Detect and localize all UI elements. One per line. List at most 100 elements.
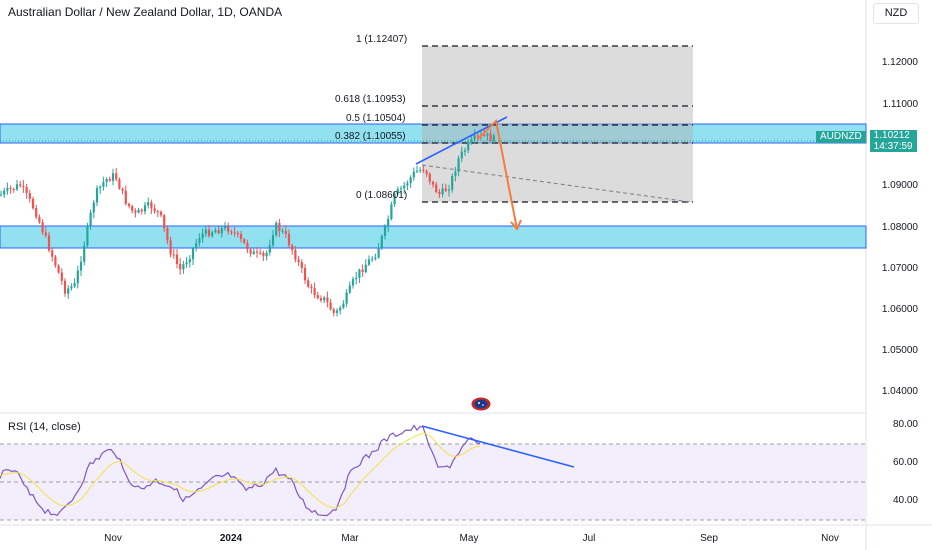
candle-body bbox=[22, 185, 25, 188]
candle-body bbox=[428, 173, 431, 182]
candle-body bbox=[275, 222, 278, 236]
rsi-tick: 60.00 bbox=[892, 457, 918, 468]
candle-body bbox=[51, 250, 54, 257]
candle-body bbox=[76, 270, 79, 284]
candle-body bbox=[313, 288, 316, 296]
candle-body bbox=[156, 211, 159, 213]
candle-body bbox=[134, 210, 137, 213]
candle-body bbox=[140, 209, 143, 212]
candle-body bbox=[438, 192, 441, 195]
candle-body bbox=[268, 245, 271, 253]
candle-body bbox=[351, 279, 355, 286]
candle-body bbox=[454, 171, 457, 176]
candle-body bbox=[243, 239, 246, 243]
candle-body bbox=[143, 205, 147, 212]
candle-body bbox=[79, 261, 83, 271]
candle-body bbox=[390, 204, 393, 220]
candle-body bbox=[323, 297, 326, 301]
price-box: 1.10212 14:37:59 bbox=[869, 130, 917, 152]
candle-body bbox=[431, 181, 435, 185]
candle-body bbox=[67, 288, 70, 294]
candle-body bbox=[422, 169, 425, 171]
candle-body bbox=[409, 177, 412, 184]
time-tick: Nov bbox=[104, 533, 122, 544]
candle-body bbox=[230, 231, 233, 233]
candle-body bbox=[486, 133, 489, 136]
candle-body bbox=[246, 242, 249, 250]
price-tick: 1.09000 bbox=[881, 180, 918, 191]
candle-body bbox=[166, 228, 169, 241]
candle-body bbox=[371, 258, 374, 260]
candle-body bbox=[460, 151, 463, 159]
candle-body bbox=[182, 264, 185, 270]
candle-body bbox=[396, 189, 399, 194]
candle-body bbox=[195, 243, 198, 249]
candle-body bbox=[262, 252, 265, 257]
candle-body bbox=[316, 295, 319, 299]
candle-body bbox=[89, 212, 92, 226]
price-tick: 1.08000 bbox=[881, 222, 918, 233]
candle-body bbox=[124, 190, 127, 204]
candle-body bbox=[441, 188, 444, 195]
candle-body bbox=[83, 245, 86, 262]
candle-body bbox=[255, 251, 259, 253]
candle-body bbox=[348, 285, 351, 293]
candle-body bbox=[220, 228, 223, 234]
fib-label-05: 0.5 (1.10504) bbox=[346, 113, 406, 124]
price-tick: 1.11000 bbox=[882, 99, 918, 110]
current-price: 1.10212 bbox=[873, 130, 910, 141]
candle-body bbox=[70, 286, 73, 289]
currency-button[interactable]: NZD bbox=[873, 3, 919, 24]
candle-body bbox=[179, 263, 182, 270]
australia-flag-icon[interactable] bbox=[471, 397, 491, 411]
candle-body bbox=[233, 232, 236, 234]
rsi-tick: 80.00 bbox=[892, 419, 918, 430]
candle-body bbox=[86, 225, 89, 246]
candle-body bbox=[185, 262, 188, 265]
rsi-line bbox=[0, 424, 481, 517]
candle-body bbox=[236, 232, 239, 235]
candle-body bbox=[332, 309, 335, 313]
candle-body bbox=[207, 229, 211, 236]
candle-body bbox=[159, 211, 163, 216]
candle-body bbox=[483, 134, 486, 136]
candle-body bbox=[380, 235, 383, 248]
candle-body bbox=[44, 232, 47, 236]
candle-body bbox=[297, 259, 300, 263]
candle-body bbox=[105, 178, 108, 183]
candle-body bbox=[364, 264, 367, 273]
time-tick: Sep bbox=[700, 533, 718, 544]
fib-label-0: 0 (1.08601) bbox=[356, 190, 408, 201]
candle-body bbox=[131, 205, 134, 211]
candle-body bbox=[204, 229, 207, 234]
candle-body bbox=[319, 298, 323, 301]
candle-body bbox=[252, 251, 255, 254]
rsi-label: RSI (14, close) bbox=[8, 421, 81, 433]
candle-body bbox=[284, 230, 287, 234]
candle-body bbox=[444, 188, 447, 191]
candle-body bbox=[473, 135, 476, 140]
candle-body bbox=[403, 185, 406, 189]
candle-body bbox=[358, 269, 361, 278]
candle-body bbox=[31, 198, 35, 209]
candle-body bbox=[38, 217, 41, 223]
candle-body bbox=[73, 283, 76, 287]
candle-body bbox=[326, 297, 329, 303]
candle-body bbox=[198, 238, 201, 244]
candle-body bbox=[15, 184, 19, 190]
candle-body bbox=[54, 256, 57, 266]
candle-body bbox=[355, 277, 358, 280]
price-tick: 1.07000 bbox=[881, 263, 918, 274]
candle-body bbox=[489, 133, 492, 141]
candle-body bbox=[127, 203, 131, 206]
candle-body bbox=[108, 178, 111, 181]
candle-body bbox=[118, 179, 121, 189]
candle-body bbox=[188, 259, 191, 263]
candle-body bbox=[281, 230, 284, 232]
candle-body bbox=[492, 135, 495, 141]
support-zone bbox=[0, 225, 867, 249]
candle-body bbox=[227, 226, 230, 232]
fib-label-0382: 0.382 (1.10055) bbox=[335, 131, 406, 142]
candle-body bbox=[95, 188, 99, 203]
